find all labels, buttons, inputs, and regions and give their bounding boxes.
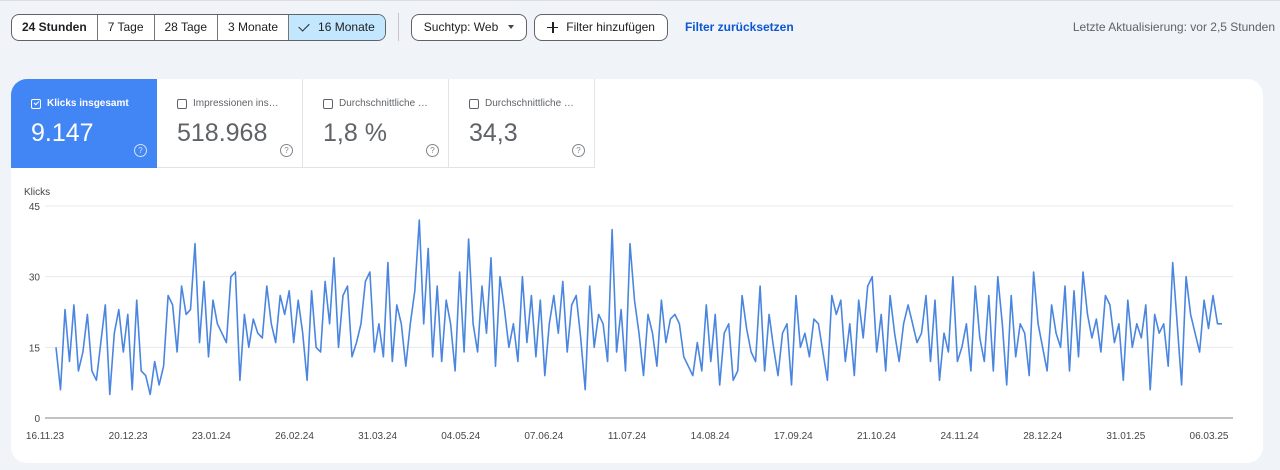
metric-value: 1,8 %	[323, 119, 387, 147]
y-tick-label: 0	[34, 414, 40, 425]
metric-tile-2[interactable]: Durchschnittliche … 1,8 %?	[303, 79, 449, 168]
add-filter-button[interactable]: Filter hinzufügen	[534, 13, 668, 41]
help-icon[interactable]: ?	[426, 144, 439, 157]
add-filter-label: Filter hinzufügen	[566, 20, 655, 34]
reset-filter-link[interactable]: Filter zurücksetzen	[684, 20, 794, 34]
x-tick-label: 31.01.25	[1106, 431, 1145, 442]
x-tick-label: 07.06.24	[524, 431, 563, 442]
x-tick-label: 28.12.24	[1023, 431, 1062, 442]
metric-tile-0[interactable]: Klicks insgesamt 9.147?	[11, 79, 157, 168]
help-icon[interactable]: ?	[572, 144, 585, 157]
x-tick-label: 23.01.24	[192, 431, 231, 442]
metric-label-text: Durchschnittliche …	[485, 98, 574, 109]
range-label: 3 Monate	[228, 20, 279, 34]
x-tick-label: 24.11.24	[940, 431, 979, 442]
metric-value: 34,3	[469, 119, 518, 147]
metric-checkbox[interactable]	[31, 98, 41, 109]
x-tick-label: 14.08.24	[691, 431, 730, 442]
metric-tabs: Klicks insgesamt 9.147? Impressionen ins… 5…	[11, 79, 595, 168]
series-line-clicks	[55, 219, 1222, 396]
y-axis-label: Klicks	[24, 187, 50, 198]
date-range-selector: 24 Stunden 7 Tage 28 Tage 3 Monate 16 Monate	[11, 13, 386, 41]
metric-label: Impressionen ins…	[177, 98, 295, 109]
metric-value: 9.147	[31, 119, 94, 147]
x-tick-label: 17.09.24	[774, 431, 813, 442]
x-tick-label: 26.02.24	[275, 431, 314, 442]
caret-down-icon	[508, 25, 515, 29]
checkmark-icon	[298, 19, 310, 32]
range-label: 24 Stunden	[22, 20, 87, 34]
search-type-label: Suchtyp: Web	[423, 20, 499, 34]
x-tick-label: 20.12.23	[109, 431, 148, 442]
metric-tile-3[interactable]: Durchschnittliche … 34,3?	[449, 79, 595, 168]
plus-icon	[547, 21, 559, 33]
help-icon[interactable]: ?	[280, 144, 293, 157]
x-tick-label: 21.10.24	[857, 431, 896, 442]
search-type-dropdown[interactable]: Suchtyp: Web	[410, 13, 528, 41]
y-tick-label: 30	[29, 273, 41, 284]
range-button-2[interactable]: 28 Tage	[155, 14, 218, 40]
y-tick-label: 45	[29, 202, 41, 213]
x-tick-label: 11.07.24	[608, 431, 647, 442]
help-icon[interactable]: ?	[134, 144, 147, 157]
metric-label: Durchschnittliche …	[323, 98, 441, 109]
toolbar-divider	[397, 13, 399, 41]
y-tick-label: 15	[29, 343, 41, 354]
range-button-0[interactable]: 24 Stunden	[12, 14, 98, 40]
x-tick-label: 04.05.24	[441, 431, 480, 442]
metric-value: 518.968	[177, 119, 268, 147]
x-tick-label: 16.11.23	[26, 431, 65, 442]
help-glyph: ?	[138, 146, 143, 155]
help-glyph: ?	[576, 146, 581, 155]
range-label: 16 Monate	[318, 20, 375, 34]
range-button-4[interactable]: 16 Monate	[289, 14, 385, 40]
range-label: 28 Tage	[164, 20, 208, 34]
clicks-line-chart: Klicks 45 30 15 0 16.11.23 20.12.23 23.01.24 26.…	[24, 187, 1233, 442]
range-button-1[interactable]: 7 Tage	[98, 14, 155, 40]
top-divider	[0, 0, 1280, 1]
metric-tile-1[interactable]: Impressionen ins… 518.968?	[157, 79, 303, 168]
last-update-text: Letzte Aktualisierung: vor 2,5 Stunden	[1072, 20, 1275, 34]
toolbar: 24 Stunden 7 Tage 28 Tage 3 Monate 16 Monate…	[11, 13, 794, 41]
help-glyph: ?	[430, 146, 435, 155]
metric-label-text: Durchschnittliche …	[339, 98, 428, 109]
metric-checkbox[interactable]	[323, 98, 333, 109]
range-button-3[interactable]: 3 Monate	[218, 14, 290, 40]
metric-checkbox[interactable]	[469, 98, 479, 109]
x-tick-label: 06.03.25	[1190, 431, 1229, 442]
metric-checkbox[interactable]	[177, 98, 187, 109]
help-glyph: ?	[284, 146, 289, 155]
range-label: 7 Tage	[107, 20, 144, 34]
metric-label-text: Impressionen ins…	[193, 98, 279, 109]
metric-label: Durchschnittliche …	[469, 98, 587, 109]
performance-card: Klicks insgesamt 9.147? Impressionen ins… 5…	[11, 79, 1263, 463]
metric-label: Klicks insgesamt	[31, 98, 149, 109]
x-tick-label: 31.03.24	[358, 431, 397, 442]
metric-label-text: Klicks insgesamt	[47, 98, 129, 109]
